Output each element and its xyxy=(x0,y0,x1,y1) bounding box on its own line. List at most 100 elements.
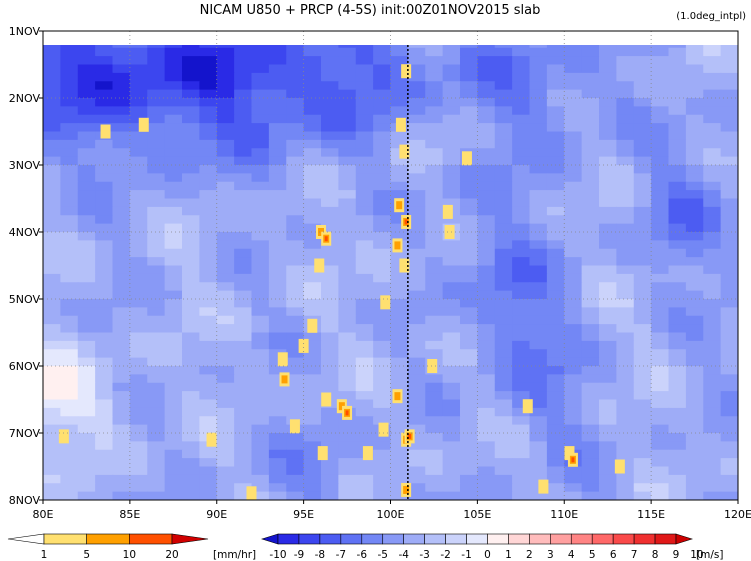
u850-cell xyxy=(77,382,96,392)
u850-cell xyxy=(182,81,200,91)
u850-cell xyxy=(60,206,79,216)
u850-cell xyxy=(668,366,687,375)
u850-cell xyxy=(338,131,357,141)
u850-cell xyxy=(129,148,148,158)
u850-cell xyxy=(581,491,600,500)
u850-cell xyxy=(564,466,583,476)
u850-cell xyxy=(599,416,617,426)
u850-cell xyxy=(581,374,600,384)
u850-cell xyxy=(112,139,131,149)
u850-cell xyxy=(407,273,426,283)
u850-cell xyxy=(720,89,738,99)
u850-cell xyxy=(199,165,218,174)
u850-cell xyxy=(338,366,357,375)
u850-cell xyxy=(685,72,704,82)
u850-cell xyxy=(703,81,722,91)
u850-cell xyxy=(599,45,617,49)
u850-cell xyxy=(494,257,513,267)
precip-cell xyxy=(522,399,533,414)
u850-cell xyxy=(512,173,531,183)
u850-cell xyxy=(685,474,704,484)
u850-cell xyxy=(581,474,600,484)
u850-cell xyxy=(546,206,565,216)
u850-cell xyxy=(390,131,409,141)
u850-cell xyxy=(494,173,513,183)
u850-cell xyxy=(373,156,392,166)
u850-cell xyxy=(147,357,166,367)
u850-cell xyxy=(460,139,478,149)
u850-cell xyxy=(95,315,114,325)
u850-cell xyxy=(529,148,548,158)
u850-cell xyxy=(442,72,461,82)
u850-cell xyxy=(546,407,565,417)
u850-cell xyxy=(60,98,79,107)
u850-cell xyxy=(338,265,357,275)
u850-cell xyxy=(512,407,531,417)
u850-cell xyxy=(77,332,96,342)
wind-colorbar-swatch xyxy=(508,533,530,545)
u850-cell xyxy=(95,282,114,292)
u850-cell xyxy=(390,190,409,200)
u850-cell xyxy=(147,64,166,74)
u850-cell xyxy=(216,307,235,317)
u850-cell xyxy=(564,206,583,216)
u850-cell xyxy=(581,273,600,283)
u850-cell xyxy=(529,282,548,292)
wind-colorbar-label: 3 xyxy=(547,549,554,561)
u850-cell xyxy=(564,131,583,141)
u850-cell xyxy=(95,449,114,459)
u850-cell xyxy=(234,307,253,317)
u850-cell xyxy=(234,399,253,409)
u850-cell xyxy=(633,139,652,149)
u850-cell xyxy=(564,265,583,275)
u850-cell xyxy=(355,240,374,250)
u850-cell xyxy=(321,173,339,183)
precip-colorbar-label: 1 xyxy=(41,549,48,561)
u850-cell xyxy=(303,232,322,241)
u850-cell xyxy=(303,466,322,476)
u850-cell xyxy=(651,248,670,258)
u850-cell xyxy=(303,282,322,292)
u850-cell xyxy=(477,223,496,233)
u850-cell xyxy=(234,232,253,241)
u850-cell xyxy=(581,441,600,451)
u850-cell xyxy=(529,165,548,174)
u850-cell xyxy=(581,407,600,417)
u850-cell xyxy=(216,324,235,334)
u850-cell xyxy=(321,45,339,49)
u850-cell xyxy=(112,190,131,200)
u850-cell xyxy=(95,45,114,49)
u850-cell xyxy=(303,433,322,442)
u850-cell xyxy=(251,290,270,300)
u850-cell xyxy=(268,491,287,500)
u850-cell xyxy=(494,491,513,500)
u850-cell xyxy=(599,257,617,267)
u850-cell xyxy=(251,424,270,434)
u850-cell xyxy=(720,382,738,392)
u850-cell xyxy=(77,181,96,191)
u850-cell xyxy=(182,332,200,342)
u850-cell xyxy=(703,198,722,208)
u850-cell xyxy=(373,72,392,82)
wind-colorbar-label: -10 xyxy=(269,549,286,561)
u850-cell xyxy=(355,45,374,49)
u850-cell xyxy=(460,416,478,426)
u850-cell xyxy=(425,47,444,57)
u850-cell xyxy=(321,433,339,442)
u850-cell xyxy=(460,299,478,308)
u850-cell xyxy=(529,173,548,183)
u850-cell xyxy=(373,232,392,241)
u850-cell xyxy=(442,357,461,367)
u850-cell xyxy=(338,198,357,208)
u850-cell xyxy=(494,299,513,308)
u850-cell xyxy=(720,114,738,124)
u850-cell xyxy=(564,340,583,350)
u850-cell xyxy=(581,173,600,183)
u850-cell xyxy=(112,215,131,225)
u850-cell xyxy=(494,232,513,241)
u850-cell xyxy=(164,89,183,99)
u850-cell xyxy=(77,232,96,241)
u850-cell xyxy=(199,273,218,283)
u850-cell xyxy=(373,190,392,200)
u850-cell xyxy=(112,165,131,174)
